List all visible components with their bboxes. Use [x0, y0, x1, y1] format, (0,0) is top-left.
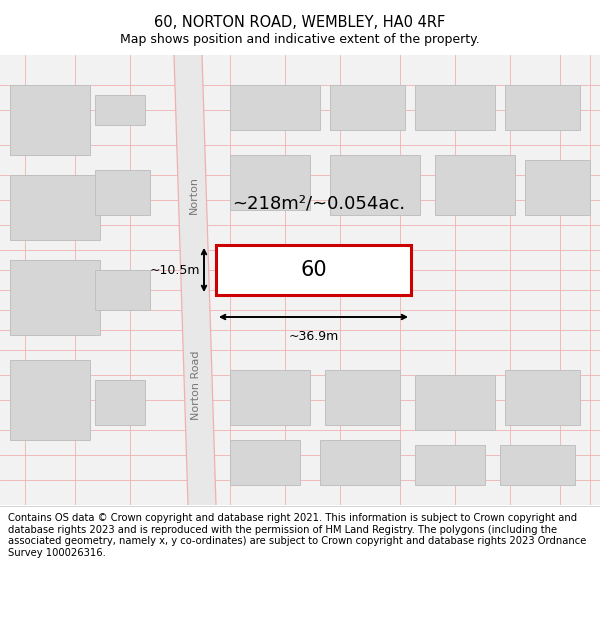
Bar	[325, 370, 400, 425]
Bar	[330, 155, 420, 215]
Text: ~218m²/~0.054ac.: ~218m²/~0.054ac.	[232, 194, 405, 212]
Bar	[230, 370, 310, 425]
Bar	[95, 380, 145, 425]
Bar	[230, 440, 300, 485]
Bar	[95, 95, 145, 125]
Bar	[230, 85, 320, 130]
Text: Norton: Norton	[189, 176, 199, 214]
Bar	[10, 360, 90, 440]
Bar	[216, 245, 411, 295]
Text: 60: 60	[300, 260, 327, 280]
Bar	[505, 85, 580, 130]
Bar	[10, 260, 100, 335]
Bar	[230, 155, 310, 210]
Bar	[525, 160, 590, 215]
Text: ~36.9m: ~36.9m	[289, 330, 338, 343]
Bar	[95, 270, 150, 310]
Text: 60, NORTON ROAD, WEMBLEY, HA0 4RF: 60, NORTON ROAD, WEMBLEY, HA0 4RF	[154, 15, 446, 30]
Text: Norton Road: Norton Road	[191, 350, 201, 420]
Bar	[435, 155, 515, 215]
Bar	[330, 85, 405, 130]
Bar	[415, 85, 495, 130]
Bar	[95, 170, 150, 215]
Bar	[415, 445, 485, 485]
Bar	[10, 175, 100, 240]
Bar	[10, 85, 90, 155]
Bar	[320, 440, 400, 485]
Bar	[500, 445, 575, 485]
Bar	[505, 370, 580, 425]
Bar	[415, 375, 495, 430]
Text: Map shows position and indicative extent of the property.: Map shows position and indicative extent…	[120, 33, 480, 46]
Text: Contains OS data © Crown copyright and database right 2021. This information is : Contains OS data © Crown copyright and d…	[8, 513, 586, 558]
Text: ~10.5m: ~10.5m	[149, 264, 200, 276]
Polygon shape	[174, 55, 216, 505]
